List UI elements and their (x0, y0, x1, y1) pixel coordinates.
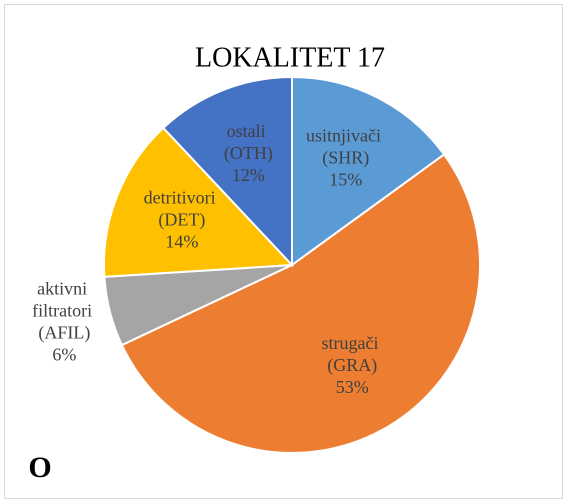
label-line: filtratori (32, 301, 96, 321)
label-line: (GRA) (327, 355, 377, 376)
slice-label: usitnjivači (SHR) (306, 126, 386, 169)
label-line: usitnjivači (306, 126, 386, 146)
label-line: strugači (322, 333, 383, 353)
slice-label: detritivori (DET) (144, 188, 220, 231)
pie-slice (291, 75, 446, 267)
chart-title: LOKALITET 17 (195, 42, 385, 73)
label-line: (AFIL) (38, 323, 90, 344)
value-label: 14% (165, 232, 198, 252)
slice-label: strugači (GRA) (322, 333, 383, 376)
value-label: 15% (329, 170, 362, 190)
pie-slice (103, 126, 295, 278)
label-line: (SHR) (322, 148, 369, 169)
label-line: ostali (227, 121, 271, 141)
value-label: 53% (336, 377, 369, 397)
value-label: 12% (232, 165, 265, 185)
slice-label: aktivni filtratori (AFIL) (32, 279, 96, 344)
label-line: aktivni (37, 279, 92, 299)
value-label: 6% (52, 345, 76, 365)
pie-slice (120, 153, 481, 454)
label-line: (DET) (158, 210, 205, 231)
label-line: (OTH) (224, 143, 273, 164)
pie-slice (161, 75, 293, 268)
slice-label: ostali (OTH) (224, 121, 273, 164)
label-line: detritivori (144, 188, 220, 208)
annotation: O (28, 451, 51, 484)
